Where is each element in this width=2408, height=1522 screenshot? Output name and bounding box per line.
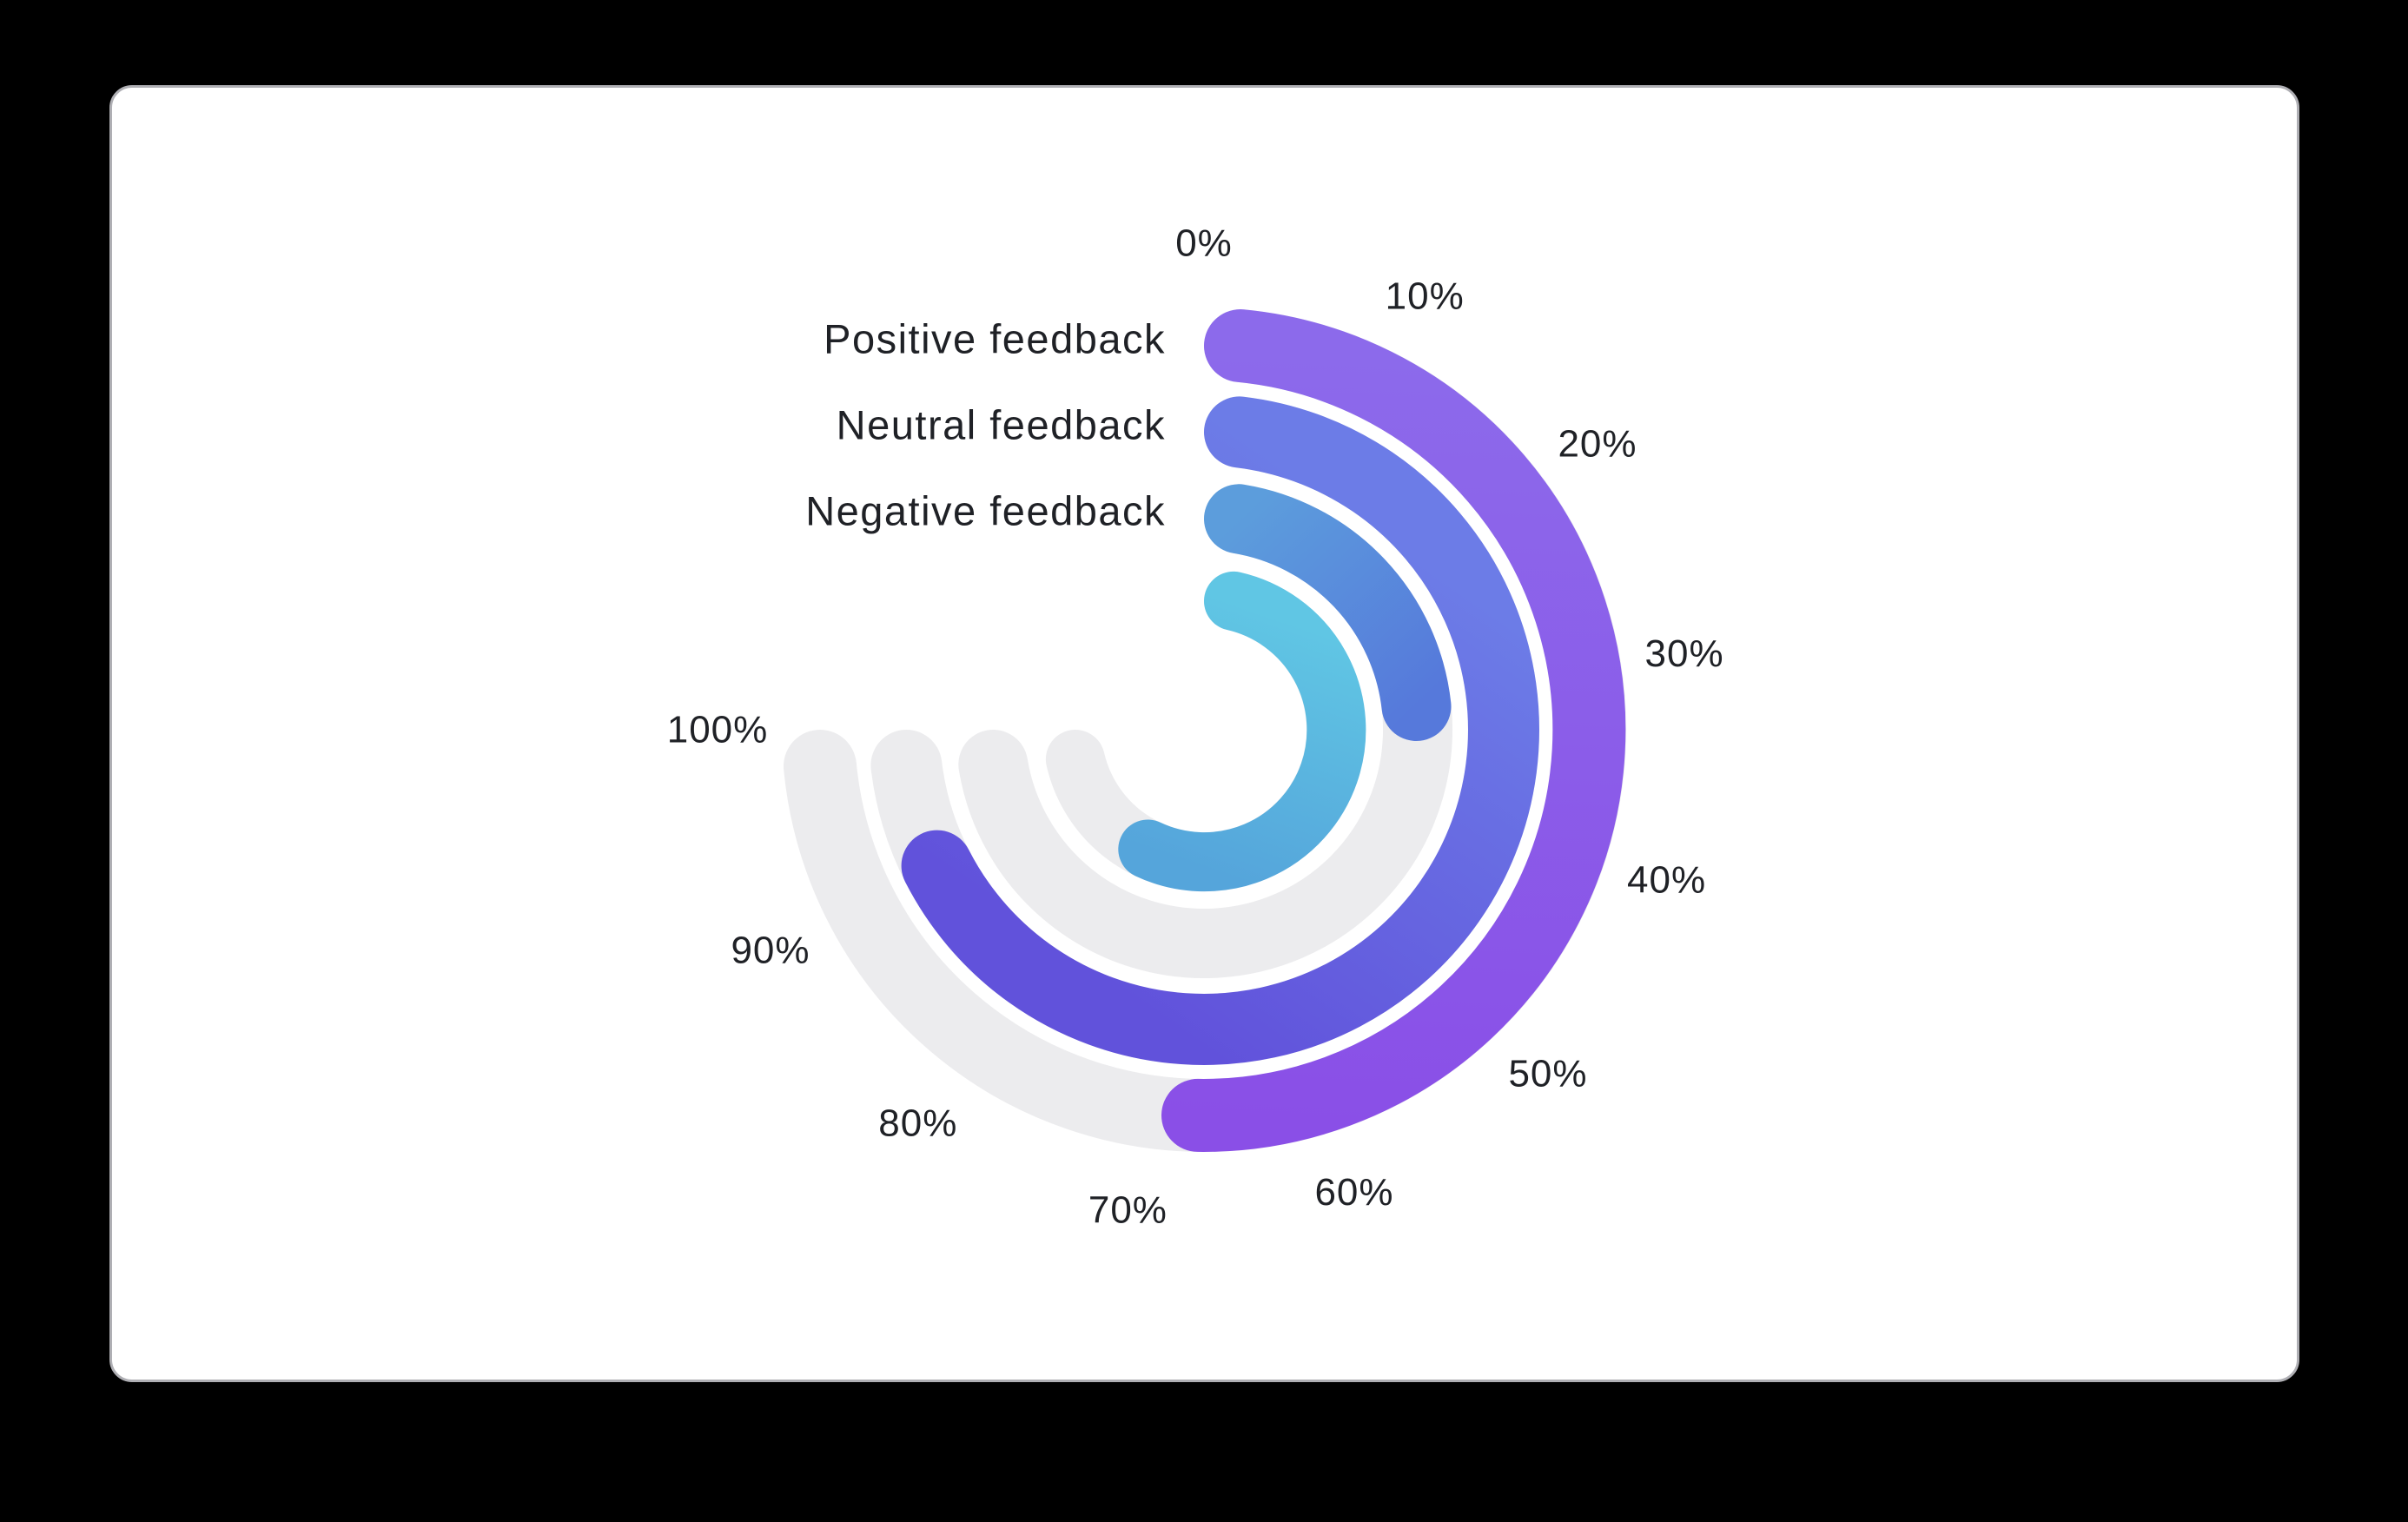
tick-label-40: 40% <box>1627 859 1706 902</box>
chart-card <box>109 85 2299 1382</box>
series-arc-neutral-feedback <box>901 396 1539 1065</box>
series-arc-positive-feedback <box>1161 309 1626 1152</box>
tick-label-60: 60% <box>1314 1171 1393 1214</box>
tick-label-100: 100% <box>667 709 769 751</box>
tick-label-20: 20% <box>1558 422 1637 465</box>
series-arcs <box>901 309 1626 1152</box>
tick-label-0: 0% <box>1175 222 1233 265</box>
series-label-positive-feedback: Positive feedback <box>824 316 1166 362</box>
series-arc-3 <box>1118 571 1366 892</box>
tick-label-50: 50% <box>1508 1053 1587 1095</box>
series-label-neutral-feedback: Neutral feedback <box>837 402 1166 448</box>
tick-label-80: 80% <box>878 1102 957 1145</box>
tick-label-10: 10% <box>1386 275 1465 318</box>
series-label-negative-feedback: Negative feedback <box>805 488 1166 534</box>
tick-label-70: 70% <box>1088 1189 1168 1232</box>
axis-tick-labels: 0% 10% 20% 30% 40% 50% 60% 70% 80% 90% 100% <box>667 222 1724 1232</box>
series-arc-negative-feedback <box>1204 484 1452 741</box>
series-labels: Positive feedback Neutral feedback Negativ… <box>805 316 1166 534</box>
tick-label-30: 30% <box>1645 632 1724 675</box>
tick-label-90: 90% <box>731 930 810 972</box>
